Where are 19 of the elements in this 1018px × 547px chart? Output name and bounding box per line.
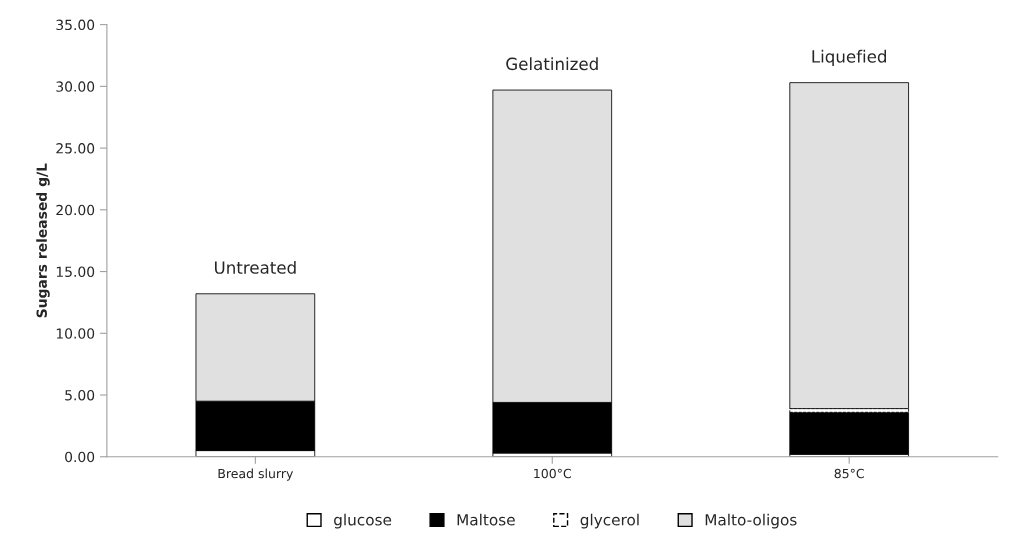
y-tick-label: 30.00 <box>56 81 95 92</box>
y-tick-label: 15.00 <box>56 266 95 278</box>
y-tick-label: 5.00 <box>65 389 95 401</box>
legend-label: glycerol <box>580 513 639 529</box>
y-axis-title: Sugars released g/L <box>36 163 50 318</box>
annotation: Gelatinized <box>506 57 598 71</box>
annotation: Untreated <box>214 260 296 274</box>
y-tick-label: 20.00 <box>56 204 95 216</box>
annotation: Liquefied <box>812 49 886 66</box>
legend-label: Maltose <box>457 513 515 526</box>
y-tick-label: 0.00 <box>65 451 95 463</box>
x-tick-label: 85°C <box>834 468 864 479</box>
y-tick-label: 35.00 <box>56 19 95 31</box>
y-tick-label: 10.00 <box>56 328 95 339</box>
legend-label: Malto-oligos <box>705 513 797 529</box>
legend-label: glucose <box>334 513 392 529</box>
y-tick-label: 25.00 <box>56 143 95 154</box>
x-tick-label: 100°C <box>534 468 572 479</box>
x-tick-label: Bread slurry <box>218 468 293 481</box>
